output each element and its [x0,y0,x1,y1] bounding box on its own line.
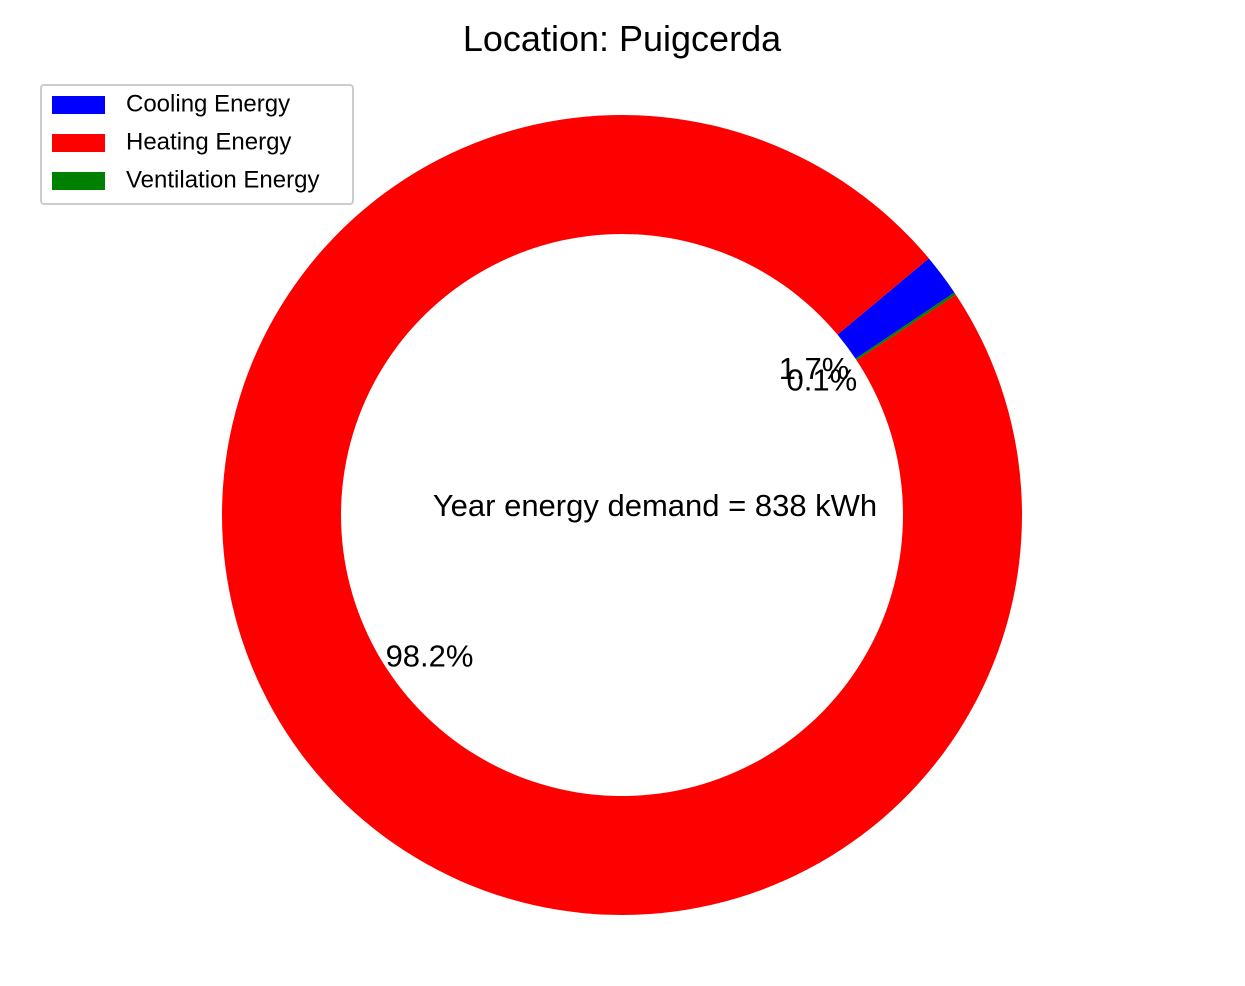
legend-swatch [52,96,105,114]
percent-label-cooling-energy: 1.7% [779,351,850,386]
legend-label: Heating Energy [126,128,291,155]
percent-label-ventilation-energy: 0.1% [787,362,858,397]
legend-label: Cooling Energy [126,90,290,117]
legend-swatch [52,134,105,152]
percent-labels: 1.7% 98.2% 0.1% [386,351,858,673]
legend-frame [40,84,354,205]
slice-cooling-energy [837,258,955,359]
center-label: Year energy demand = 838 kWh [433,488,877,523]
legend-label: Ventilation Energy [126,166,319,193]
legend: Cooling Energy Heating Energy Ventilation … [40,84,354,205]
chart-title: Location: Puigcerda [463,18,782,59]
legend-swatch [52,172,105,190]
donut-slices [221,114,1022,915]
slice-heating-energy [221,114,1022,915]
percent-label-heating-energy: 98.2% [386,639,474,674]
slice-ventilation-energy [855,292,956,361]
